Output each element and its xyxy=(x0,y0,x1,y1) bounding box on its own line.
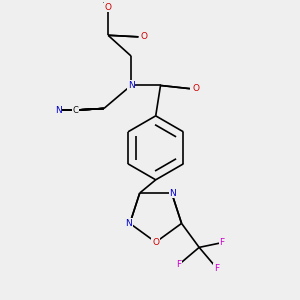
Text: O: O xyxy=(152,238,159,247)
Text: C: C xyxy=(73,106,79,115)
Text: F: F xyxy=(220,238,225,247)
Text: N: N xyxy=(125,219,132,228)
Text: O: O xyxy=(105,3,112,12)
Text: F: F xyxy=(214,264,219,273)
Text: N: N xyxy=(128,81,134,90)
Text: N: N xyxy=(55,106,62,115)
Text: O: O xyxy=(192,84,199,93)
Text: N: N xyxy=(169,188,176,197)
Text: F: F xyxy=(176,260,181,269)
Text: O: O xyxy=(141,32,148,41)
